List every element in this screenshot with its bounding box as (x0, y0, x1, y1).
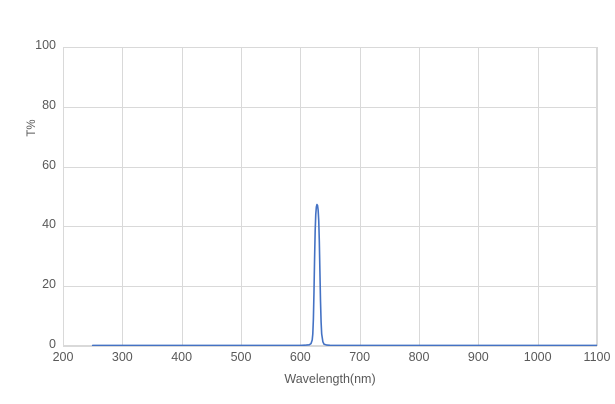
x-axis-tick-label: 900 (467, 350, 489, 364)
gridline-horizontal (63, 346, 597, 347)
gridline-vertical (419, 47, 420, 346)
gridline-horizontal (63, 286, 597, 287)
x-axis-tick-label: 400 (171, 350, 193, 364)
x-axis-tick-label: 1100 (583, 350, 611, 364)
y-axis-tick-text: 0 (49, 337, 56, 351)
x-axis-tick-label: 800 (408, 350, 430, 364)
gridline-horizontal (63, 107, 597, 108)
x-axis-tick-label: 300 (111, 350, 133, 364)
x-axis-tick-label: 1000 (523, 350, 552, 364)
y-axis-title: T% (26, 119, 38, 137)
plot-area (63, 47, 598, 347)
y-axis-tick-text: 80 (42, 97, 56, 112)
gridline-vertical (360, 47, 361, 346)
y-axis-tick-text: 40 (42, 217, 56, 232)
gridline-horizontal (63, 226, 597, 227)
gridline-horizontal (63, 167, 597, 168)
x-axis-tick-label: 600 (289, 350, 311, 364)
y-axis-tick-text: 20 (42, 277, 56, 292)
x-axis-tick-label: 500 (230, 350, 252, 364)
gridline-vertical (597, 47, 598, 346)
gridline-vertical (538, 47, 539, 346)
y-axis-tick-text: 60 (42, 157, 56, 172)
gridline-vertical (241, 47, 242, 346)
x-axis-tick-label: 200 (52, 350, 74, 364)
gridline-vertical (300, 47, 301, 346)
x-axis-tick-label: 700 (349, 350, 371, 364)
y-axis-tick-text: 100 (35, 38, 56, 52)
gridline-vertical (182, 47, 183, 346)
gridline-vertical (478, 47, 479, 346)
series-line-transmission (91, 203, 597, 346)
gridline-vertical (122, 47, 123, 346)
x-axis-title: Wavelength(nm) (284, 372, 376, 386)
